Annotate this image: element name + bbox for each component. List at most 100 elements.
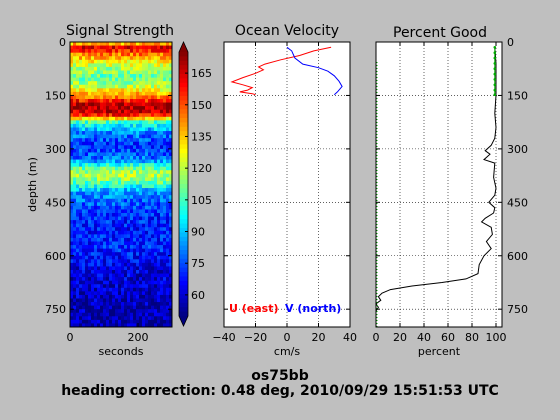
heatmap-cell — [169, 77, 173, 82]
heatmap-cell — [139, 70, 143, 75]
heatmap-cell — [118, 180, 122, 185]
ocean-velocity-title: Ocean Velocity — [235, 23, 339, 39]
heatmap-cell — [76, 273, 80, 278]
heatmap-cell — [85, 213, 89, 217]
heatmap-cell — [118, 309, 122, 314]
heatmap-cell — [133, 323, 137, 328]
heatmap-cell — [160, 309, 164, 314]
heatmap-cell — [97, 188, 101, 193]
heatmap-cell — [106, 255, 110, 260]
heatmap-cell — [142, 227, 146, 232]
heatmap-cell — [106, 198, 110, 203]
heatmap-cell — [76, 191, 80, 196]
heatmap-cell — [163, 241, 167, 246]
heatmap-cell — [100, 49, 104, 54]
heatmap-cell — [145, 241, 149, 246]
heatmap-cell — [91, 287, 95, 292]
heatmap-cell — [130, 213, 134, 217]
heatmap-cell — [145, 148, 149, 153]
heatmap-cell — [154, 216, 158, 221]
heatmap-cell — [133, 184, 137, 189]
heatmap-cell — [121, 287, 125, 292]
heatmap-cell — [157, 305, 161, 310]
colorbar-segment — [179, 100, 188, 106]
heatmap-cell — [109, 138, 113, 143]
heatmap-cell — [142, 77, 146, 82]
heatmap-cell — [145, 84, 149, 89]
heatmap-cell — [160, 195, 164, 200]
heatmap-cell — [151, 99, 155, 103]
heatmap-cell — [91, 252, 95, 257]
heatmap-cell — [121, 309, 125, 314]
heatmap-cell — [100, 266, 104, 271]
heatmap-cell — [76, 287, 80, 292]
heatmap-cell — [82, 45, 86, 50]
heatmap-cell — [85, 63, 89, 68]
colorbar-segment — [179, 228, 188, 233]
heatmap-cell — [151, 177, 155, 182]
heatmap-cell — [157, 163, 161, 168]
heatmap-cell — [112, 113, 116, 118]
heatmap-cell — [112, 59, 116, 64]
heatmap-cell — [169, 230, 173, 235]
heatmap-cell — [97, 116, 101, 121]
heatmap-cell — [148, 109, 152, 114]
heatmap-cell — [130, 277, 134, 282]
heatmap-cell — [70, 74, 74, 79]
heatmap-cell — [106, 191, 110, 196]
heatmap-cell — [82, 205, 86, 210]
heatmap-cell — [112, 102, 116, 107]
heatmap-cell — [88, 209, 92, 214]
heatmap-cell — [127, 145, 131, 150]
y-tick-label: 0 — [59, 36, 66, 49]
heatmap-cell — [127, 49, 131, 54]
heatmap-cell — [163, 209, 167, 214]
heatmap-cell — [145, 173, 149, 178]
heatmap-cell — [79, 248, 83, 253]
heatmap-cell — [85, 106, 89, 111]
heatmap-cell — [151, 131, 155, 136]
heatmap-cell — [97, 230, 101, 235]
heatmap-cell — [76, 173, 80, 178]
heatmap-cell — [148, 198, 152, 203]
heatmap-cell — [151, 159, 155, 164]
heatmap-cell — [73, 213, 77, 217]
heatmap-cell — [169, 63, 173, 68]
heatmap-cell — [142, 74, 146, 79]
heatmap-cell — [136, 45, 140, 50]
heatmap-cell — [166, 241, 170, 246]
heatmap-cell — [82, 56, 86, 61]
heatmap-cell — [139, 148, 143, 153]
heatmap-cell — [136, 230, 140, 235]
heatmap-cell — [157, 113, 161, 118]
heatmap-cell — [163, 248, 167, 253]
heatmap-cell — [88, 91, 92, 96]
heatmap-cell — [97, 148, 101, 153]
heatmap-cell — [166, 220, 170, 225]
heatmap-cell — [106, 234, 110, 239]
heatmap-cell — [76, 95, 80, 100]
heatmap-cell — [151, 81, 155, 86]
heatmap-cell — [85, 42, 89, 46]
heatmap-cell — [124, 302, 128, 307]
heatmap-cell — [166, 195, 170, 200]
heatmap-cell — [106, 116, 110, 121]
heatmap-cell — [115, 184, 119, 189]
heatmap-cell — [88, 70, 92, 75]
heatmap-cell — [73, 252, 77, 257]
heatmap-cell — [151, 123, 155, 128]
heatmap-cell — [154, 177, 158, 182]
heatmap-cell — [115, 163, 119, 168]
heatmap-cell — [136, 166, 140, 171]
heatmap-cell — [124, 195, 128, 200]
heatmap-cell — [130, 173, 134, 178]
heatmap-cell — [85, 163, 89, 168]
heatmap-cell — [109, 188, 113, 193]
heatmap-cell — [169, 159, 173, 164]
heatmap-cell — [103, 259, 107, 264]
heatmap-cell — [151, 188, 155, 193]
heatmap-cell — [148, 91, 152, 96]
heatmap-cell — [130, 319, 134, 324]
heatmap-cell — [130, 270, 134, 274]
heatmap-cell — [151, 298, 155, 303]
